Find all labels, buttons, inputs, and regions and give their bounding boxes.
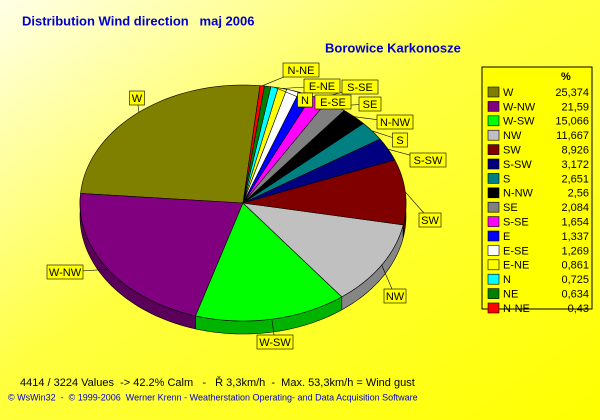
slice-label-box	[418, 212, 442, 228]
legend-swatch	[487, 158, 500, 170]
legend-swatch	[487, 86, 500, 98]
slice-label-box	[392, 132, 408, 148]
legend-label: W-NW	[503, 101, 536, 113]
legend-value: 15,066	[555, 116, 589, 128]
slice-label: W-NW	[49, 267, 82, 279]
legend-value: 0,861	[561, 260, 589, 272]
legend-value: 1,337	[561, 231, 589, 243]
slice-label: W-SW	[259, 337, 291, 349]
slice-label: SE	[363, 99, 378, 111]
legend-value: 0,634	[561, 289, 589, 301]
legend-label: S-SW	[503, 159, 532, 171]
slice-label: N	[301, 95, 309, 107]
legend-label: W-SW	[503, 116, 535, 128]
chart-title: Distribution Wind direction maj 2006	[22, 13, 254, 28]
legend-swatch	[487, 288, 500, 299]
legend-swatch	[487, 259, 500, 271]
slice-label: SW	[421, 215, 439, 227]
legend-value: 21,59	[561, 101, 589, 113]
legend-value: 2,651	[561, 173, 589, 185]
slice-label: S-SW	[414, 155, 443, 167]
slice-label-box	[297, 92, 313, 108]
legend-label: E	[503, 231, 510, 243]
pie-slice	[242, 87, 288, 204]
footer: 4414 / 3224 Values -> 42.2% Calm - Ř 3,3…	[20, 376, 415, 389]
slice-label-box	[358, 96, 382, 112]
legend-swatch	[487, 187, 500, 199]
slice-label: E-NE	[309, 81, 335, 93]
slice-label-box	[46, 264, 84, 280]
legend-swatch	[487, 101, 500, 112]
slice-label-box	[409, 152, 447, 168]
slice-label: N-NE	[288, 65, 315, 77]
legend-label: W	[503, 87, 514, 99]
slice-label-box	[129, 90, 145, 106]
legend-value: 2,084	[561, 202, 589, 214]
legend-swatch	[487, 302, 500, 314]
slice-label: S-SE	[347, 82, 373, 94]
slice-label-box	[376, 114, 414, 130]
legend-value: 0,43	[568, 303, 589, 315]
legend-header: %	[561, 71, 571, 83]
legend-swatch	[487, 230, 500, 242]
pie-slice	[80, 84, 261, 204]
legend-box	[481, 66, 593, 310]
legend-label: SW	[503, 145, 521, 157]
slice-label: S	[396, 135, 403, 147]
slice-label-box	[303, 78, 341, 94]
slice-label-box	[256, 334, 294, 350]
legend-value: 3,172	[561, 159, 589, 171]
legend-label: S-SE	[503, 217, 529, 229]
legend-label: N-NW	[503, 188, 534, 200]
legend-swatch	[487, 129, 500, 141]
pie-slice	[242, 85, 265, 204]
legend-value: 0,725	[561, 274, 589, 286]
slice-label: E-SE	[320, 97, 346, 109]
legend-label: S	[503, 173, 510, 185]
legend-value: 11,667	[556, 130, 589, 142]
chart-subtitle: Borowice Karkonosze	[325, 40, 461, 55]
legend-label: E-SE	[503, 245, 529, 257]
legend-swatch	[487, 273, 500, 285]
credit: © WsWin32 - © 1999-2006 Werner Krenn - W…	[8, 392, 418, 402]
legend-label: NW	[503, 130, 522, 142]
legend-swatch	[487, 173, 500, 184]
slice-label: W	[132, 93, 143, 105]
legend-swatch	[487, 144, 500, 155]
slice-label: NW	[386, 291, 405, 303]
legend-swatch	[487, 201, 500, 213]
legend-label: NE	[503, 289, 518, 301]
legend-label: N-NE	[503, 303, 530, 315]
slice-label: N-NW	[380, 117, 411, 129]
legend-value: 1,269	[561, 245, 589, 257]
pie-slice	[242, 85, 272, 204]
pie-slice	[242, 110, 364, 204]
legend-value: 1,654	[561, 217, 589, 229]
slice-label-box	[383, 288, 407, 304]
legend-label: N	[503, 274, 511, 286]
legend-swatch	[487, 115, 500, 127]
pie-slice	[242, 159, 407, 226]
slice-label-box	[314, 94, 352, 110]
legend-value: 8,926	[561, 145, 589, 157]
legend-label: E-NE	[503, 260, 529, 272]
legend-value: 25,374	[555, 87, 589, 99]
legend-swatch	[487, 216, 500, 227]
legend-value: 2,56	[568, 188, 589, 200]
legend-swatch	[487, 245, 500, 256]
slice-label-box	[341, 79, 379, 95]
legend-label: SE	[503, 202, 518, 214]
slice-label-box	[282, 62, 320, 78]
